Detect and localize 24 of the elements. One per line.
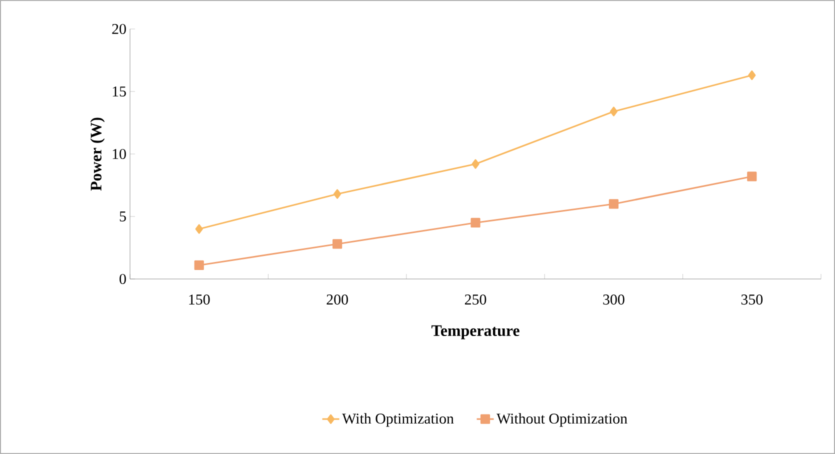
x-tick-label: 200 [326,294,348,305]
x-tick-label: 150 [189,294,210,305]
y-tick-label: 5 [120,212,126,222]
point [334,189,342,199]
point [610,106,618,116]
point [747,172,757,182]
point [470,218,480,228]
legend-label: With Optimization [342,413,454,427]
point [194,260,204,270]
y-tick-label: 0 [120,274,126,284]
point [195,224,203,234]
y-tick-label: 20 [112,24,126,34]
y-axis-title: Power (W) [90,118,105,191]
y-tick-label: 10 [112,148,126,160]
point [332,239,342,249]
point [608,199,619,209]
x-tick-label: 350 [741,294,763,305]
point [748,70,756,80]
x-tick-label: 250 [464,294,486,305]
point [472,159,480,169]
y-tick-label: 15 [112,86,126,96]
x-tick-label: 300 [603,294,624,305]
legend-label: Without Optimization [496,413,628,427]
x-axis-title: Temperature [431,325,520,340]
